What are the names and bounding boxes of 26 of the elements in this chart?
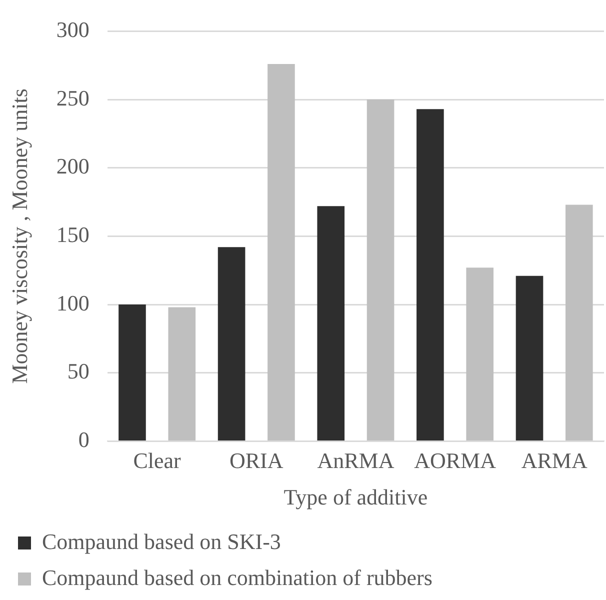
y-tick-label: 50 [67, 358, 90, 384]
bar [366, 100, 394, 440]
x-axis-title: Type of additive [284, 484, 428, 510]
y-tick-label: 0 [78, 426, 90, 452]
bar [218, 247, 246, 440]
x-tick-label: ORIA [229, 448, 284, 474]
y-tick-label: 300 [56, 16, 90, 42]
y-tick-label: 250 [56, 85, 90, 110]
y-tick-label: 200 [56, 154, 90, 179]
legend-label: Compaund based on combination of rubbers [42, 564, 432, 590]
bar [516, 276, 544, 440]
bar [416, 109, 444, 440]
bar [466, 268, 494, 440]
x-tick-label: AnRMA [317, 448, 394, 474]
bar [268, 64, 295, 440]
bar [566, 204, 593, 440]
y-tick-label: 100 [56, 290, 90, 316]
y-tick-label: 150 [56, 222, 90, 247]
bar [168, 307, 196, 440]
x-tick-label: AORMA [414, 448, 496, 474]
x-tick-label: Clear [133, 448, 182, 474]
x-tick-label: ARMA [521, 448, 588, 474]
bar [317, 206, 345, 440]
bar [118, 304, 146, 440]
legend-label: Compaund based on SKI-3 [42, 528, 281, 554]
y-axis-title: Mooney viscosity , Mooney units [6, 88, 32, 384]
